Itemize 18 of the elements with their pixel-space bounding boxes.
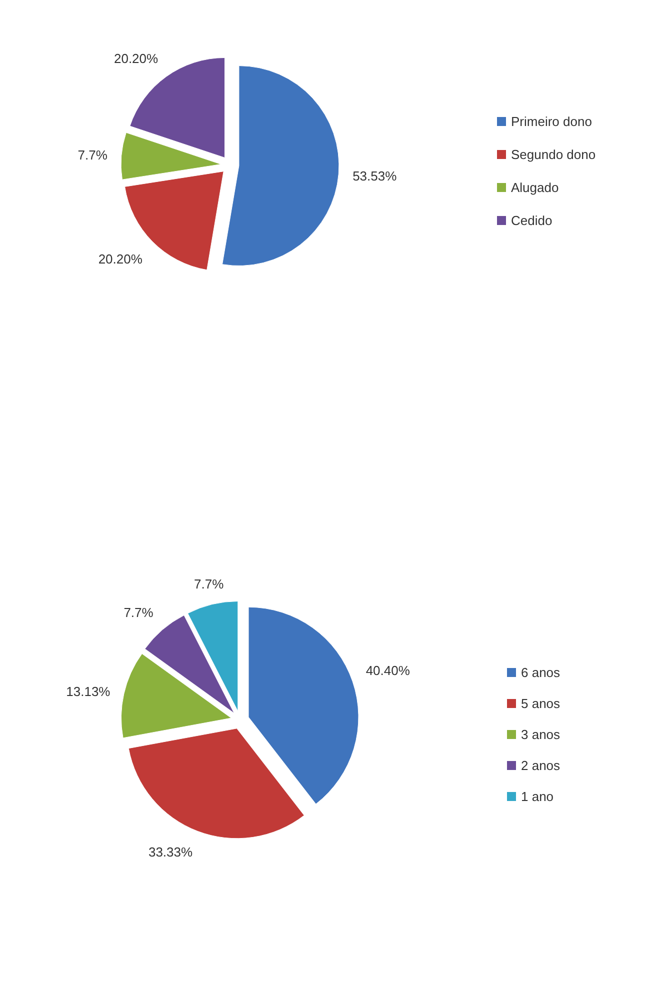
data-label: 20.20% (98, 251, 143, 266)
data-label: 53.53% (352, 168, 398, 184)
data-label: 13.13% (66, 684, 111, 699)
data-label: 20.20% (114, 51, 159, 66)
data-label: 33.33% (148, 844, 194, 860)
legend-label: Alugado (511, 180, 559, 195)
data-label: 7.7% (194, 576, 224, 592)
legend-label: Primeiro dono (511, 114, 592, 129)
legend-label: 3 anos (521, 727, 561, 742)
legend-label: Segundo dono (511, 147, 596, 162)
legend-label: 5 anos (521, 696, 561, 711)
data-label: 7.7% (124, 605, 154, 620)
legend-label: Cedido (511, 213, 552, 228)
data-label: 40.40% (366, 662, 410, 678)
legend-label: 1 ano (521, 789, 554, 804)
legend-label: 2 anos (521, 758, 561, 773)
legend-label: 6 anos (521, 665, 561, 680)
data-label: 7.7% (78, 148, 108, 163)
